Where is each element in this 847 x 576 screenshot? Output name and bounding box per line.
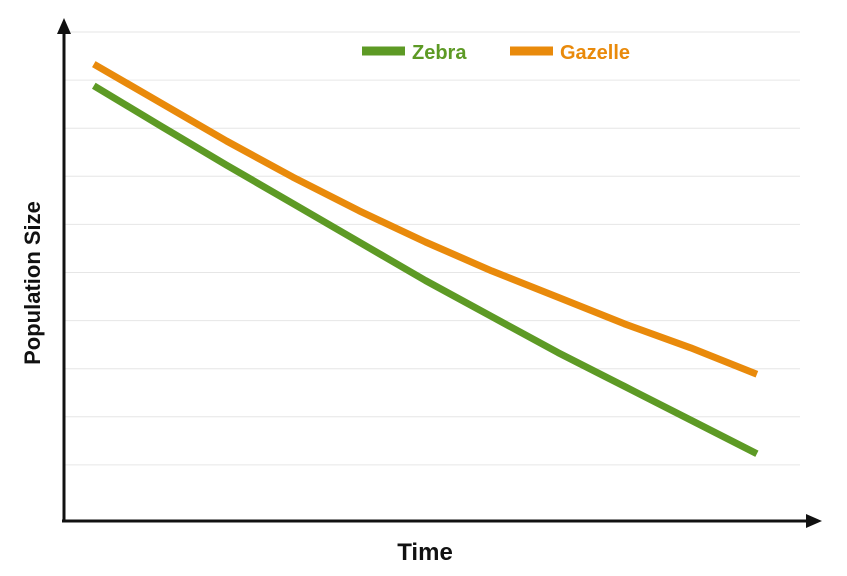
legend-label-gazelle: Gazelle — [560, 42, 630, 64]
series-line-gazelle — [92, 61, 759, 378]
x-axis-arrow — [806, 514, 822, 528]
legend-label-zebra: Zebra — [412, 42, 467, 64]
gridlines — [64, 31, 800, 466]
x-axis-label: Time — [397, 539, 453, 566]
legend-item-zebra: Zebra — [362, 42, 467, 64]
legend: Zebra Gazelle — [362, 42, 630, 64]
y-axis-label: Population Size — [20, 201, 45, 365]
legend-item-gazelle: Gazelle — [510, 42, 630, 64]
series-lines — [91, 61, 759, 457]
series-line-zebra — [91, 82, 759, 457]
y-axis-arrow — [57, 18, 71, 34]
